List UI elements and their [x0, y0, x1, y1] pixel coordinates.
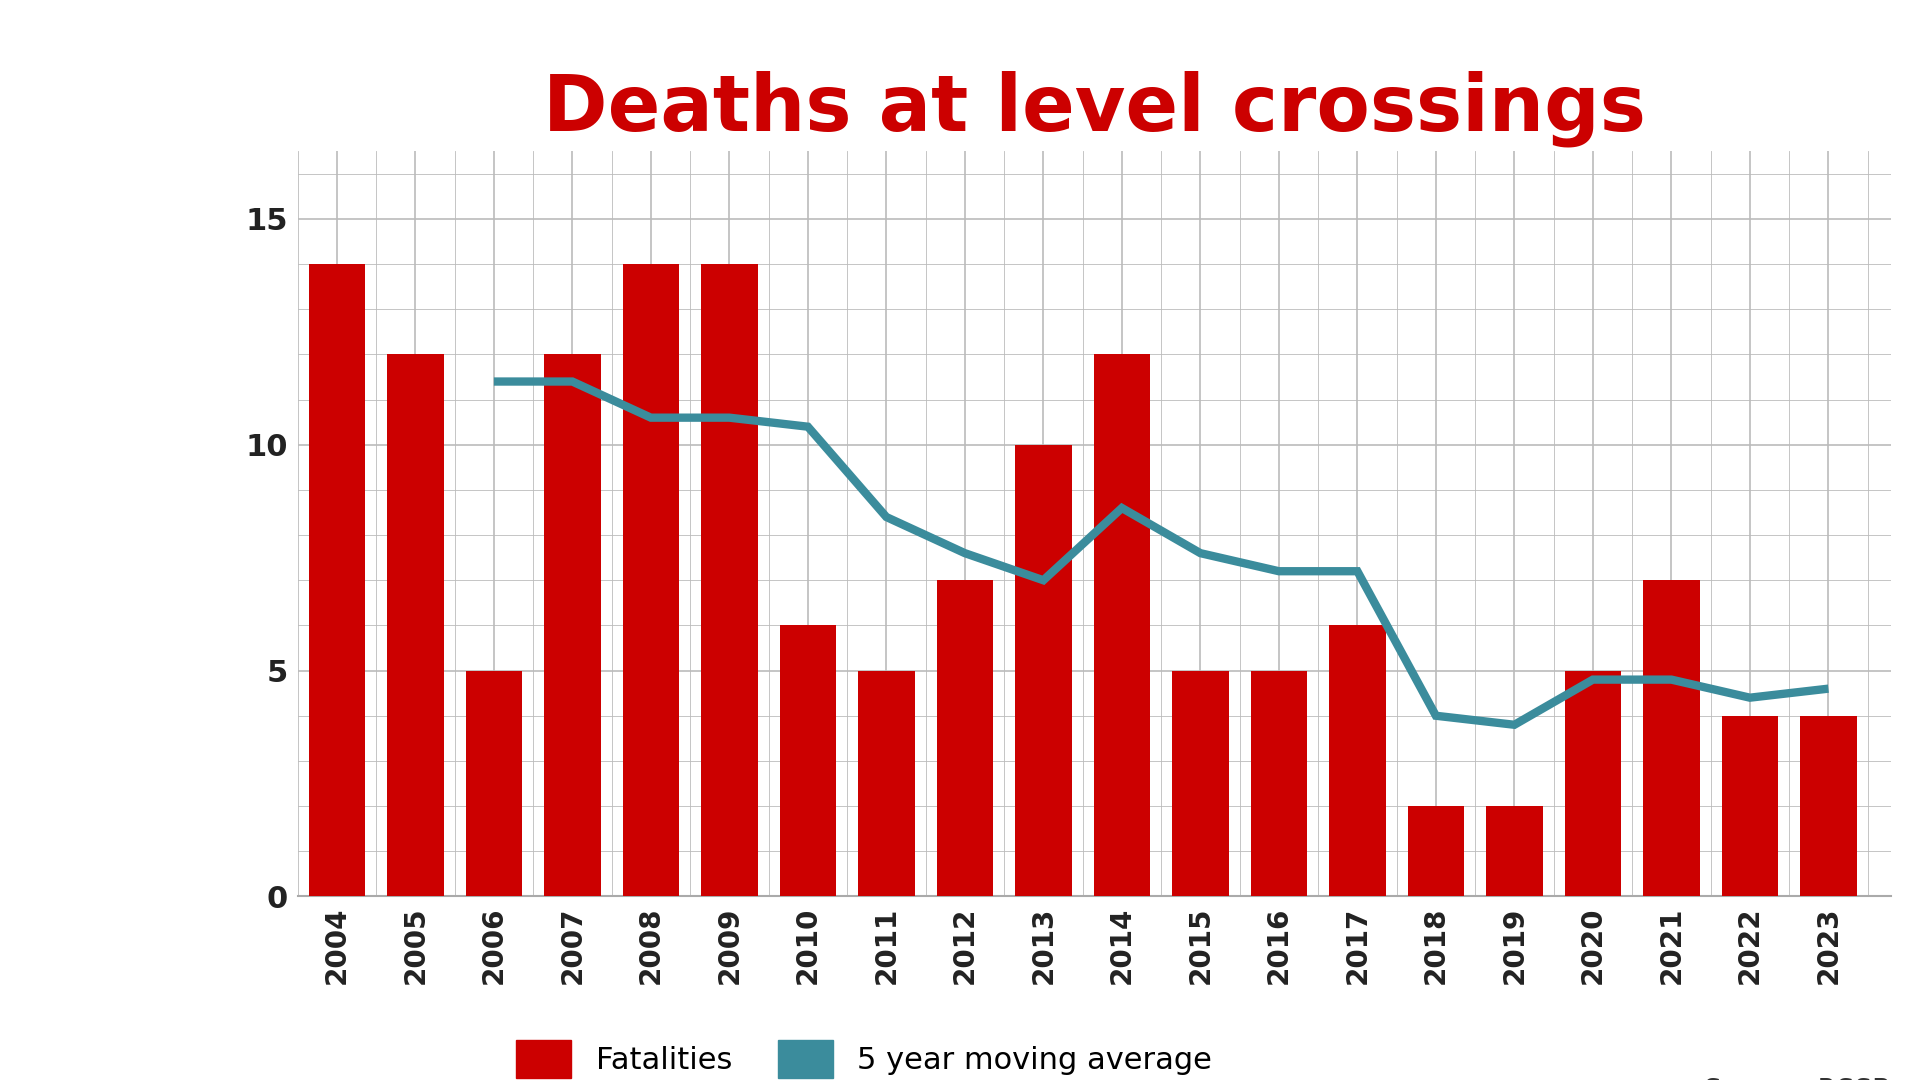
Bar	[701, 265, 758, 896]
Text: Deaths at level crossings: Deaths at level crossings	[543, 70, 1645, 147]
Bar	[543, 354, 601, 896]
Bar	[622, 265, 680, 896]
Bar	[388, 354, 444, 896]
Bar	[780, 625, 835, 896]
Bar	[1250, 671, 1308, 896]
Bar	[1722, 716, 1778, 896]
Bar	[937, 580, 993, 896]
Bar	[1565, 671, 1620, 896]
Bar	[1171, 671, 1229, 896]
Bar	[465, 671, 522, 896]
Bar	[1644, 580, 1699, 896]
Bar	[309, 265, 365, 896]
Bar	[1801, 716, 1857, 896]
Legend: Fatalities, 5 year moving average: Fatalities, 5 year moving average	[505, 1028, 1225, 1080]
Bar	[1329, 625, 1386, 896]
Bar	[1407, 806, 1465, 896]
Text: Source: RSSB: Source: RSSB	[1705, 1077, 1891, 1080]
Bar	[858, 671, 914, 896]
Bar	[1016, 445, 1071, 896]
Bar	[1486, 806, 1542, 896]
Bar	[1094, 354, 1150, 896]
